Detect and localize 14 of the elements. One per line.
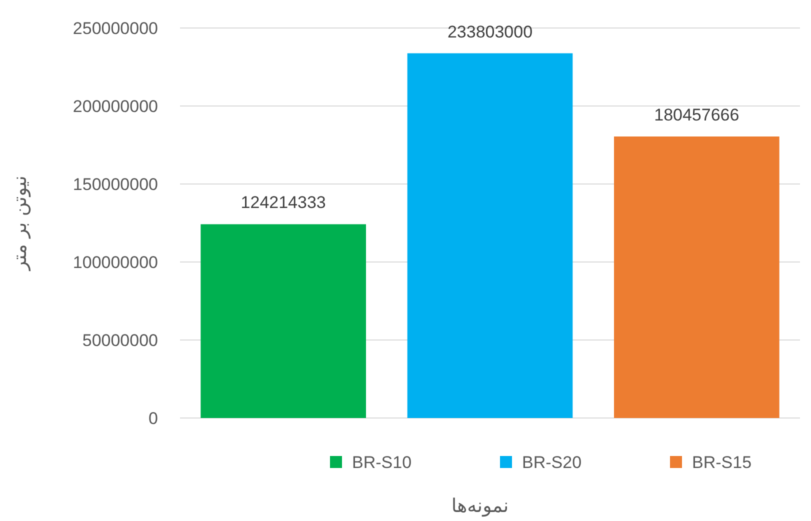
y-tick-label: 250000000 [72, 19, 158, 38]
data-label: 180457666 [654, 105, 740, 124]
legend-label: BR-S20 [522, 453, 582, 472]
x-axis-title: نمونه‌ها [451, 495, 509, 517]
y-tick-label: 50000000 [82, 331, 158, 350]
y-tick-label: 200000000 [72, 97, 158, 116]
y-tick-label: 100000000 [72, 253, 158, 272]
legend-label: BR-S15 [692, 453, 752, 472]
data-label: 233803000 [447, 22, 533, 42]
legend-label: BR-S10 [352, 453, 412, 472]
y-tick-label: 150000000 [72, 175, 158, 194]
y-axis-title: نیوتن بر متر [9, 176, 31, 272]
y-tick-label: 0 [148, 409, 158, 428]
data-label: 124214333 [240, 193, 326, 212]
